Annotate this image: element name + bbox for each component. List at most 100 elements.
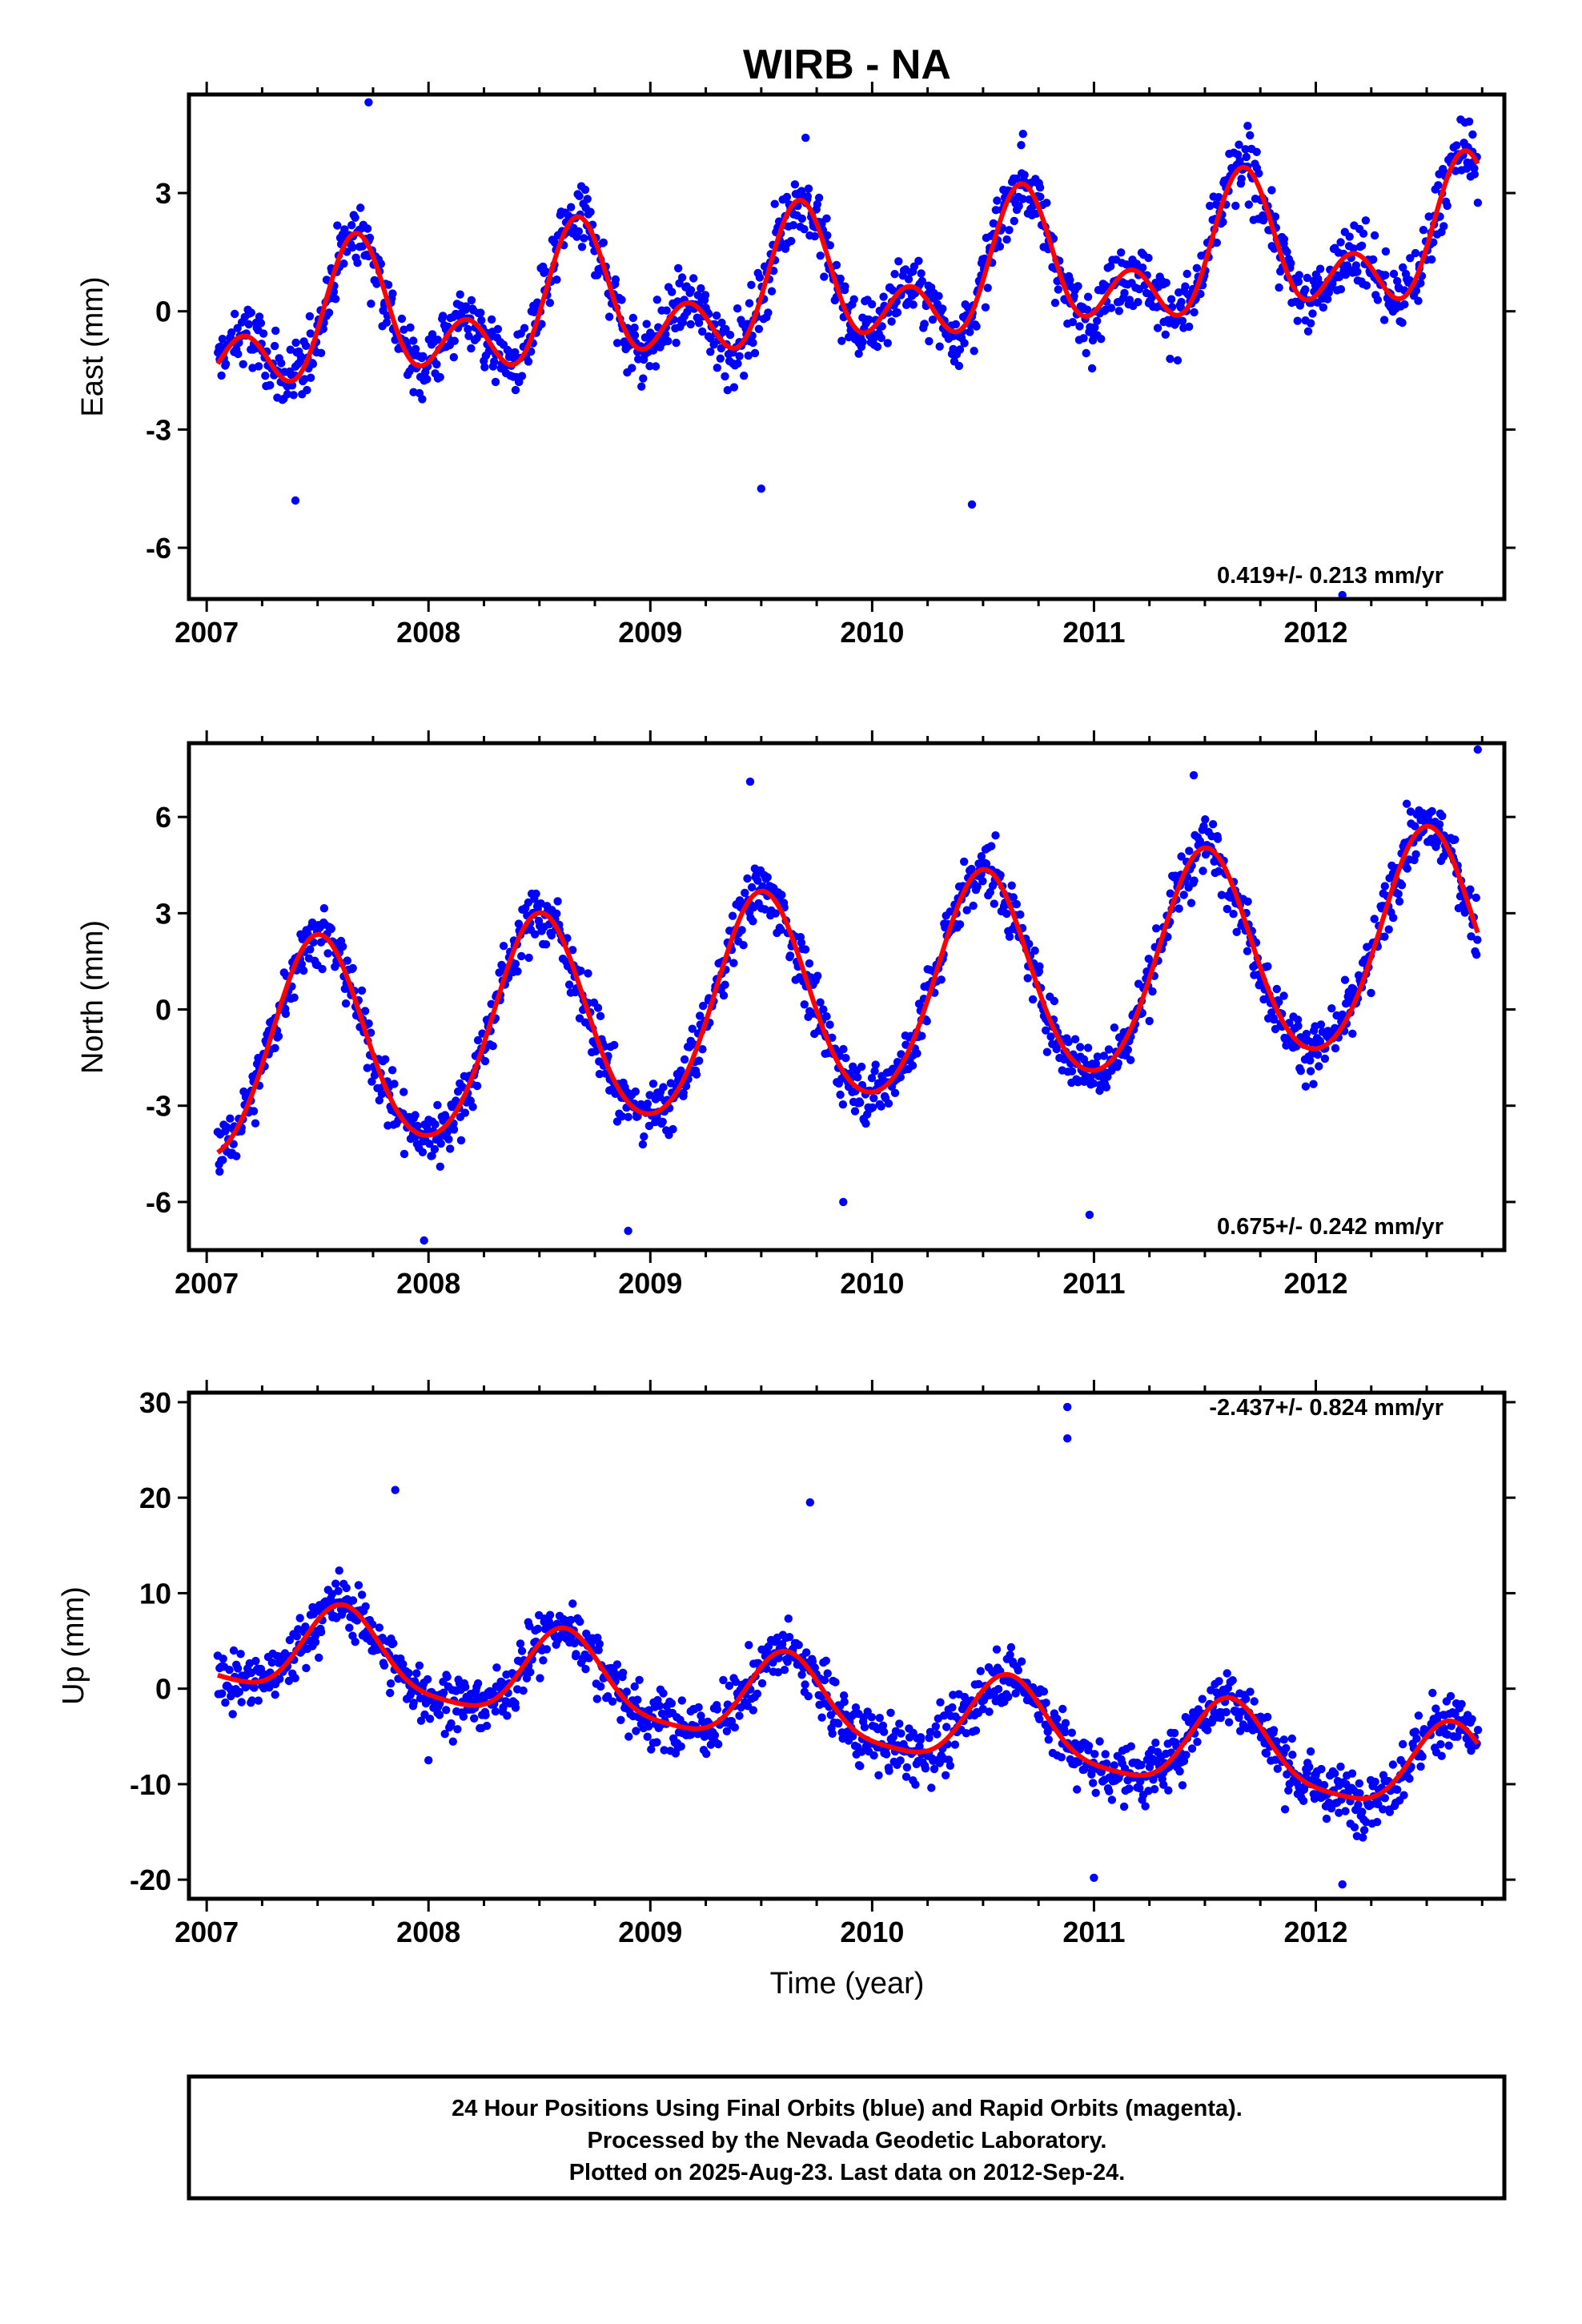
- data-point: [552, 275, 561, 284]
- data-point: [1331, 1769, 1339, 1778]
- data-point: [955, 920, 965, 929]
- data-point: [721, 980, 729, 989]
- data-point: [1166, 889, 1175, 898]
- data-point: [381, 1055, 390, 1064]
- data-point: [1186, 899, 1196, 907]
- data-point: [823, 1669, 832, 1678]
- data-point: [250, 1683, 259, 1692]
- x-tick-label: 2012: [1283, 1916, 1347, 1948]
- data-point: [550, 238, 560, 247]
- data-point: [925, 336, 934, 346]
- data-point: [730, 1723, 739, 1732]
- data-point: [584, 969, 592, 978]
- data-point: [513, 967, 522, 976]
- data-point: [1379, 1805, 1387, 1814]
- data-point: [1362, 281, 1371, 290]
- outlier-point: [967, 500, 977, 509]
- data-point: [1338, 1010, 1347, 1019]
- data-point: [639, 374, 648, 383]
- data-point: [851, 1703, 861, 1712]
- data-point: [784, 1614, 793, 1623]
- data-point: [460, 1108, 470, 1117]
- data-point: [532, 889, 540, 899]
- data-point: [1110, 1761, 1119, 1770]
- data-point: [580, 185, 590, 195]
- data-point: [1411, 850, 1420, 859]
- data-point: [1357, 241, 1367, 250]
- data-point: [472, 334, 481, 343]
- data-point: [1263, 1712, 1272, 1722]
- data-point: [917, 1031, 926, 1040]
- east-y-axis-label: East (mm): [76, 276, 110, 416]
- data-point: [447, 1719, 456, 1728]
- data-point: [741, 888, 749, 898]
- data-point: [218, 335, 227, 344]
- data-point: [464, 332, 473, 340]
- data-point: [813, 199, 822, 209]
- data-point: [341, 999, 351, 1008]
- data-point: [503, 1711, 512, 1720]
- data-point: [436, 372, 444, 382]
- data-point: [411, 1111, 420, 1120]
- data-point: [777, 891, 786, 899]
- data-point: [681, 1082, 691, 1091]
- data-point: [631, 1087, 640, 1096]
- x-tick-label: 2010: [840, 1916, 904, 1948]
- data-point: [743, 874, 752, 883]
- data-point: [1212, 1688, 1221, 1697]
- data-point: [694, 319, 704, 328]
- data-point: [1177, 852, 1186, 861]
- data-point: [721, 324, 730, 334]
- data-point: [821, 1656, 831, 1665]
- data-point: [733, 359, 742, 368]
- data-point: [423, 1675, 432, 1684]
- data-point: [439, 312, 448, 320]
- data-point: [719, 1675, 728, 1685]
- data-point: [1025, 939, 1034, 948]
- data-point: [1433, 838, 1442, 846]
- data-point: [1457, 1699, 1466, 1709]
- data-point: [568, 1599, 577, 1608]
- data-point: [608, 1697, 617, 1706]
- y-tick-label: 10: [139, 1577, 171, 1610]
- data-point: [593, 1003, 603, 1012]
- data-point: [390, 1080, 399, 1088]
- data-point: [1438, 811, 1447, 821]
- outlier-point: [364, 98, 373, 107]
- data-point: [1203, 1726, 1212, 1735]
- outlier-point: [1338, 1880, 1347, 1889]
- data-point: [672, 338, 681, 348]
- data-point: [576, 1617, 584, 1626]
- data-point: [499, 1703, 508, 1712]
- data-point: [643, 1100, 652, 1108]
- data-point: [995, 242, 1005, 251]
- data-point: [1187, 1744, 1197, 1753]
- data-point: [652, 296, 661, 304]
- data-point: [386, 1679, 396, 1688]
- data-point: [493, 324, 503, 334]
- data-point: [1271, 212, 1280, 221]
- data-point: [841, 1054, 850, 1063]
- data-point: [696, 1011, 705, 1020]
- data-point: [1244, 200, 1254, 209]
- data-point: [1259, 995, 1268, 1004]
- data-point: [706, 334, 715, 343]
- data-point: [1466, 885, 1475, 894]
- data-point: [706, 348, 715, 356]
- data-point: [1369, 255, 1378, 264]
- data-point: [1468, 130, 1477, 139]
- data-point: [1114, 307, 1124, 316]
- data-point: [530, 308, 539, 316]
- data-point: [1050, 299, 1060, 308]
- data-point: [491, 377, 500, 387]
- data-point: [221, 1698, 230, 1707]
- data-point: [1309, 1080, 1318, 1088]
- data-point: [771, 909, 780, 918]
- data-point: [628, 364, 636, 372]
- data-point: [1136, 1777, 1145, 1786]
- outlier-point: [1338, 590, 1347, 599]
- data-point: [633, 1695, 642, 1704]
- data-point: [1217, 891, 1227, 899]
- data-point: [838, 1100, 848, 1109]
- data-point: [878, 1721, 888, 1730]
